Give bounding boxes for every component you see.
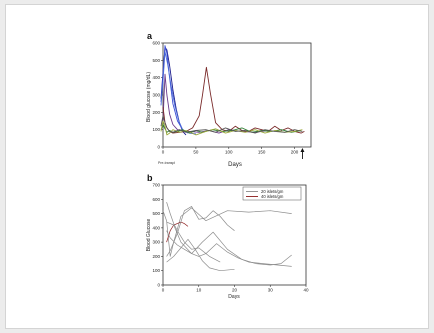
- y-tick-label: 600: [152, 41, 160, 46]
- y-tick-label: 0: [157, 145, 160, 150]
- x-tick-label: 0: [162, 288, 165, 293]
- x-tick-label: 0: [162, 150, 165, 155]
- x-axis-title-b: Days: [228, 294, 240, 300]
- series-group-b: [162, 201, 292, 272]
- x-tick-label: 30: [268, 288, 274, 293]
- y-tick-label: 100: [152, 268, 160, 273]
- y-tick-label: 300: [152, 93, 160, 98]
- series-line-8: [160, 115, 303, 134]
- y-tick-label: 500: [152, 211, 160, 216]
- x-axis-title-a: Days: [228, 162, 242, 168]
- y-tick-label: 400: [152, 75, 160, 80]
- y-tick-label: 100: [152, 127, 160, 132]
- series-line-1: [162, 207, 292, 257]
- y-tick-label: 600: [152, 197, 160, 202]
- x-tick-label: 10: [196, 288, 202, 293]
- panel-label-a: a: [147, 31, 153, 41]
- y-tick-label: 200: [152, 254, 160, 259]
- series-line-3: [166, 201, 221, 263]
- panel-label-b: b: [147, 173, 153, 183]
- x-tick-label: 100: [225, 150, 233, 155]
- y-tick-label: 300: [152, 240, 160, 245]
- y-tick-label: 0: [157, 283, 160, 288]
- arrow-annotation: [300, 148, 305, 159]
- chart-panel-a: a 0 50 100 150 200 0 100 200 300 400 500 600 Days B…: [146, 31, 312, 168]
- y-tick-label: 200: [152, 110, 160, 115]
- series-line-2: [166, 221, 189, 243]
- axis-ticks-a: 0 50 100 150 200 0 100 200 300 400 500 600: [152, 41, 298, 155]
- legend-label-1: 20 islets/gm: [261, 189, 284, 194]
- y-tick-label: 400: [152, 225, 160, 230]
- series-line-3: [160, 51, 189, 134]
- series-line-5: [162, 66, 305, 134]
- y-tick-label: 700: [152, 183, 160, 188]
- series-line-4: [166, 206, 235, 257]
- x-tick-label: 50: [193, 150, 199, 155]
- series-group-a: [160, 45, 305, 136]
- series-line-7: [166, 230, 292, 267]
- x-tick-label: 40: [303, 288, 309, 293]
- x-annotation-pre-transpl: Pre-transpl: [158, 161, 175, 165]
- y-tick-label: 500: [152, 58, 160, 63]
- y-axis-title-b: Blood Glucose: [146, 219, 152, 252]
- series-line-6: [166, 238, 235, 272]
- figure-card: [5, 4, 429, 329]
- y-axis-title-a: Blood glucose (mg/dL): [146, 72, 152, 122]
- x-tick-label: 200: [291, 150, 299, 155]
- series-line-4: [162, 73, 269, 134]
- x-tick-label: 20: [232, 288, 238, 293]
- legend-label-2: 40 islets/gm: [261, 194, 284, 199]
- arrow-head: [300, 148, 305, 152]
- x-tick-label: 150: [258, 150, 266, 155]
